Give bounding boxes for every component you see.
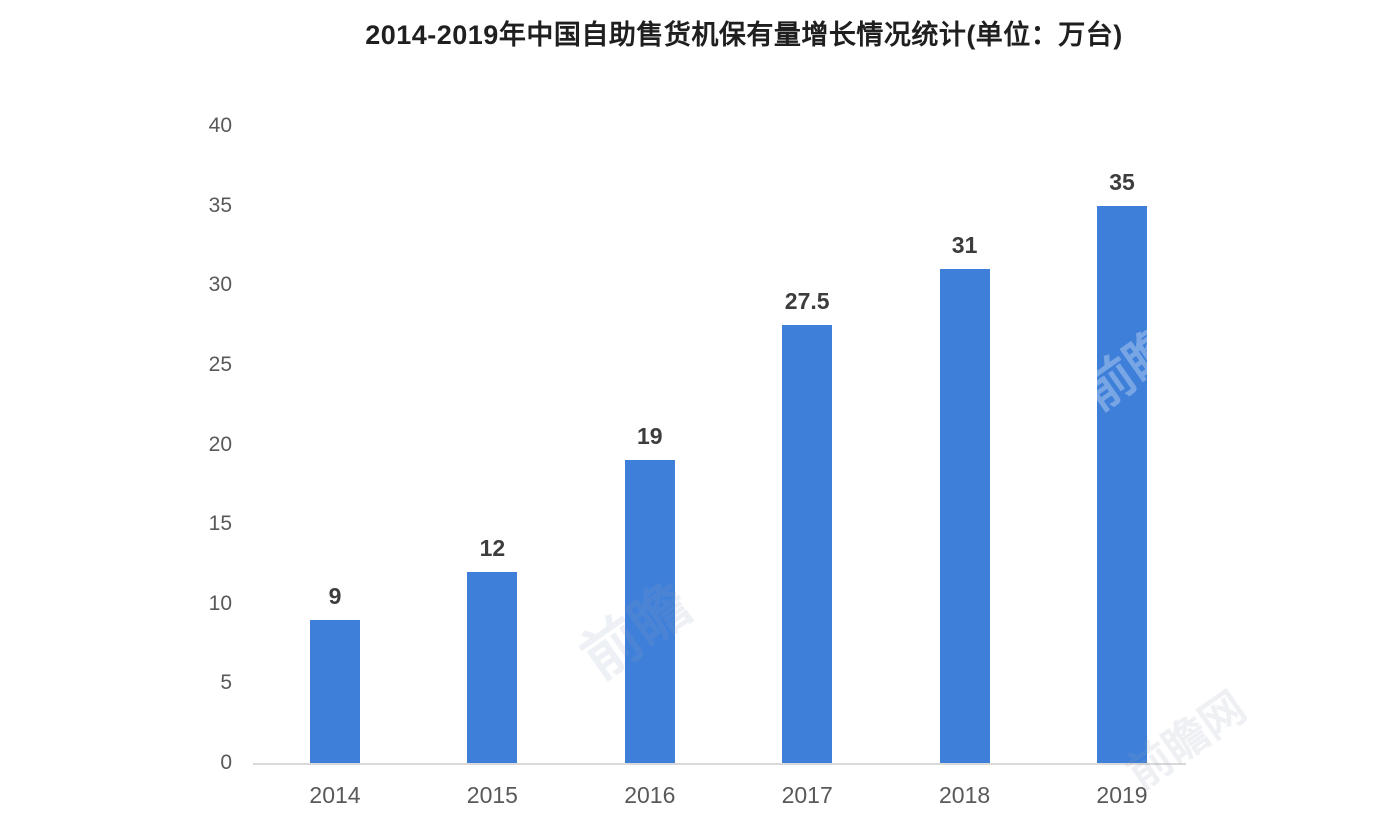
y-tick-label-30: 30 [208, 273, 232, 297]
y-tick-label-35: 35 [208, 193, 232, 217]
bar-2016 [624, 460, 675, 763]
y-tick-label-15: 15 [208, 512, 232, 536]
x-tick-label-2017: 2017 [781, 782, 833, 808]
y-tick-label-25: 25 [208, 352, 232, 376]
value-label-2016: 19 [637, 423, 663, 450]
x-tick-label-2015: 2015 [466, 782, 518, 808]
y-tick-label-40: 40 [208, 114, 232, 137]
y-tick-label-20: 20 [208, 432, 232, 456]
value-label-2014: 9 [328, 582, 342, 609]
value-label-2017: 27.5 [784, 288, 830, 315]
bar-2019 [1097, 205, 1147, 763]
x-axis-line [253, 763, 1186, 765]
value-label-2019: 35 [1109, 168, 1135, 195]
value-label-2018: 31 [951, 232, 978, 259]
y-tick-label-10: 10 [208, 591, 232, 615]
x-tick-label-2018: 2018 [939, 782, 991, 808]
x-tick-label-2019: 2019 [1096, 782, 1148, 808]
chart-title: 2014-2019年中国自助售货机保有量增长情况统计(单位：万台) [365, 20, 1123, 50]
y-tick-label-0: 0 [220, 751, 232, 774]
bar-2017 [782, 325, 833, 763]
bar-2015 [467, 571, 518, 763]
bar-2014 [310, 619, 360, 763]
y-tick-label-5: 5 [220, 671, 232, 695]
bar-2018 [939, 269, 990, 763]
x-tick-label-2014: 2014 [309, 782, 361, 808]
x-tick-label-2016: 2016 [624, 782, 676, 808]
value-label-2015: 12 [479, 534, 506, 561]
